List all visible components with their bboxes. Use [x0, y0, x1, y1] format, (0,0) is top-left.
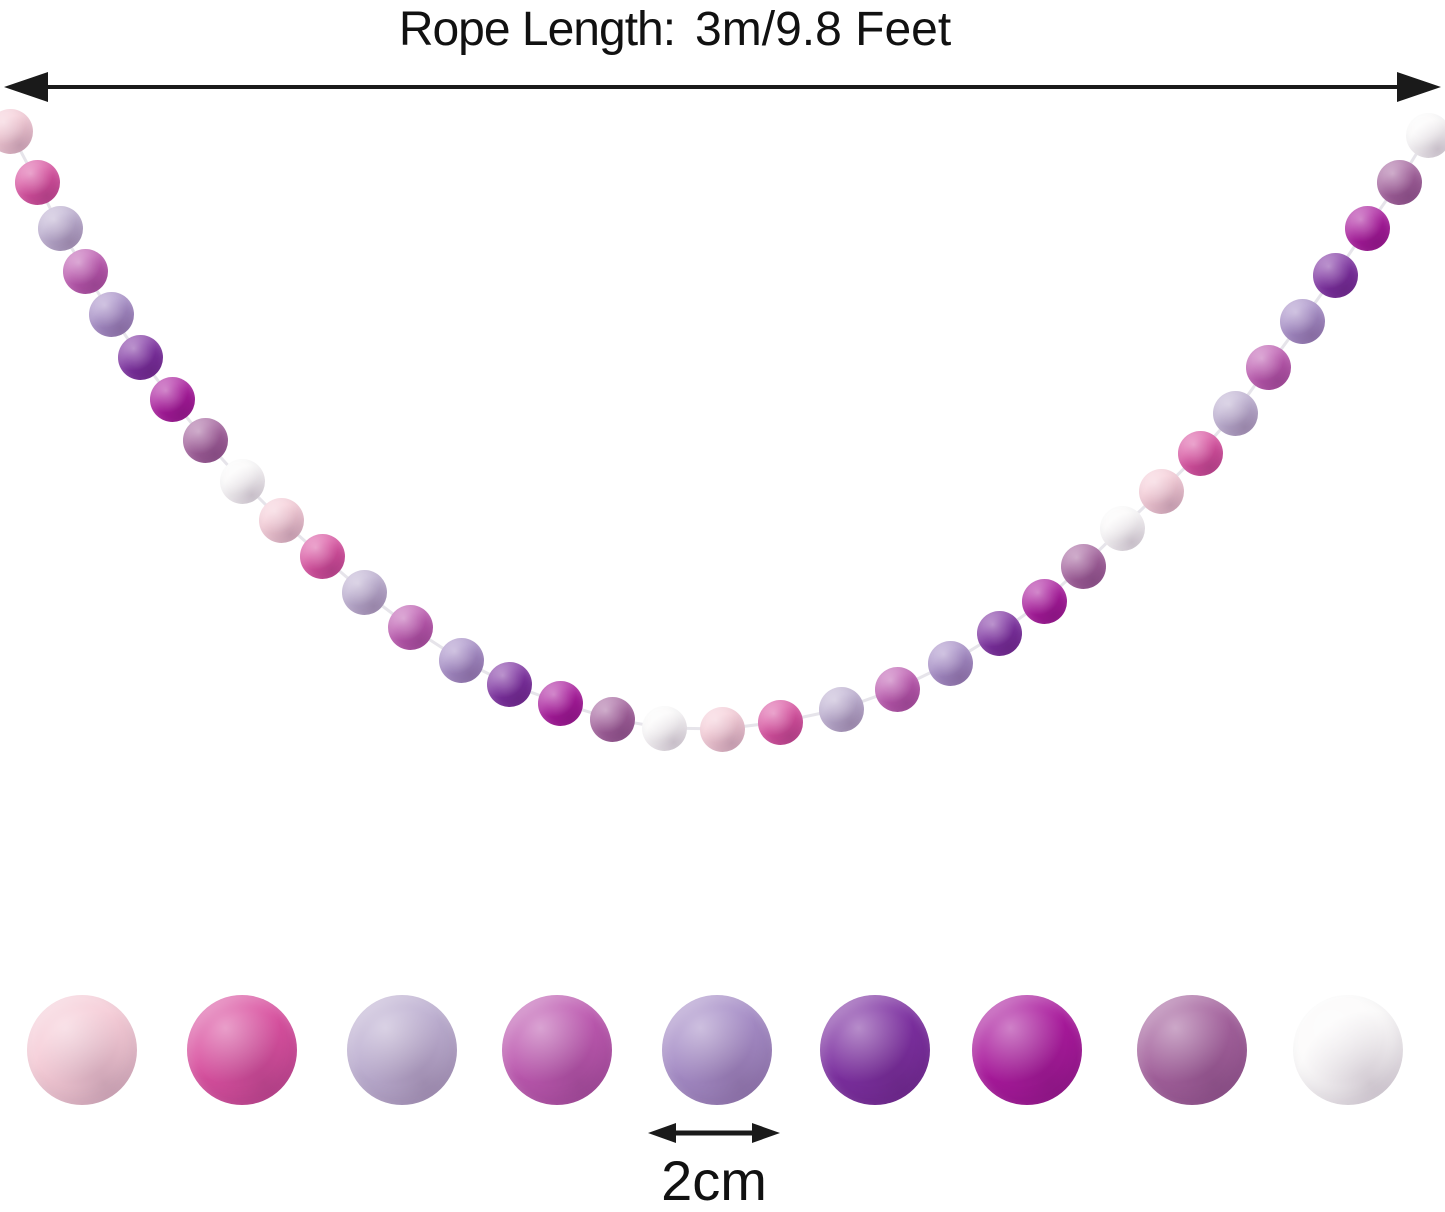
- garland-ball-purple: [486, 661, 532, 707]
- rope-length-title: Rope Length: 3m/9.8 Feet: [399, 2, 951, 57]
- palette-ball-lavender: [662, 995, 772, 1105]
- palette-ball-purple: [820, 995, 930, 1105]
- garland-ball-hot_pink: [14, 159, 60, 205]
- garland-ball-hot_pink: [757, 699, 803, 745]
- garland-ball-pale_lavender: [1212, 390, 1258, 436]
- garland-ball-magenta: [1021, 578, 1067, 624]
- palette-ball-white: [1293, 995, 1403, 1105]
- garland-ball-light_pink: [258, 497, 304, 543]
- garland-ball-light_pink: [0, 108, 33, 154]
- palette-ball-hot_pink: [187, 995, 297, 1105]
- garland-ball-orchid: [874, 666, 920, 712]
- garland-ball-lavender: [927, 640, 973, 686]
- scale-arrow-left-head: [648, 1123, 676, 1143]
- scale-arrow: [648, 1123, 780, 1143]
- garland-ball-magenta: [1344, 205, 1390, 251]
- palette-ball-magenta: [972, 995, 1082, 1105]
- garland-ball-lavender: [438, 637, 484, 683]
- garland-ball-mauve: [182, 417, 228, 463]
- garland-ball-white: [219, 458, 265, 504]
- rope-arrow-left-head: [4, 72, 48, 102]
- garland-ball-pale_lavender: [37, 205, 83, 251]
- rope-length-arrow: [4, 72, 1441, 102]
- palette-ball-orchid: [502, 995, 612, 1105]
- garland-ball-purple: [117, 334, 163, 380]
- rope-length-value: 3m/9.8 Feet: [695, 3, 952, 56]
- garland-ball-purple: [1312, 252, 1358, 298]
- garland-ball-magenta: [149, 376, 195, 422]
- garland-ball-white: [1405, 112, 1445, 158]
- garland-ball-orchid: [62, 248, 108, 294]
- rope-arrow-right-head: [1397, 72, 1441, 102]
- garland-ball-orchid: [387, 604, 433, 650]
- rope-length-label: Rope Length:: [398, 3, 676, 56]
- garland-ball-mauve: [1376, 159, 1422, 205]
- garland-ball-mauve: [1060, 543, 1106, 589]
- garland-ball-lavender: [88, 291, 134, 337]
- garland-ball-hot_pink: [1177, 430, 1223, 476]
- scale-label: 2cm: [661, 1149, 767, 1212]
- garland-ball-pale_lavender: [341, 569, 387, 615]
- garland-ball-magenta: [537, 680, 583, 726]
- palette-ball-pale_lavender: [347, 995, 457, 1105]
- garland-ball-white: [1099, 505, 1145, 551]
- garland-ball-hot_pink: [299, 533, 345, 579]
- garland-ball-light_pink: [1138, 468, 1184, 514]
- palette-ball-light_pink: [27, 995, 137, 1105]
- garland-ball-light_pink: [699, 706, 745, 752]
- garland-ball-purple: [976, 610, 1022, 656]
- palette-ball-mauve: [1137, 995, 1247, 1105]
- garland-ball-orchid: [1245, 344, 1291, 390]
- garland-ball-white: [641, 705, 687, 751]
- garland-ball-lavender: [1279, 298, 1325, 344]
- garland-ball-pale_lavender: [818, 686, 864, 732]
- scale-arrow-right-head: [752, 1123, 780, 1143]
- garland-ball-mauve: [589, 696, 635, 742]
